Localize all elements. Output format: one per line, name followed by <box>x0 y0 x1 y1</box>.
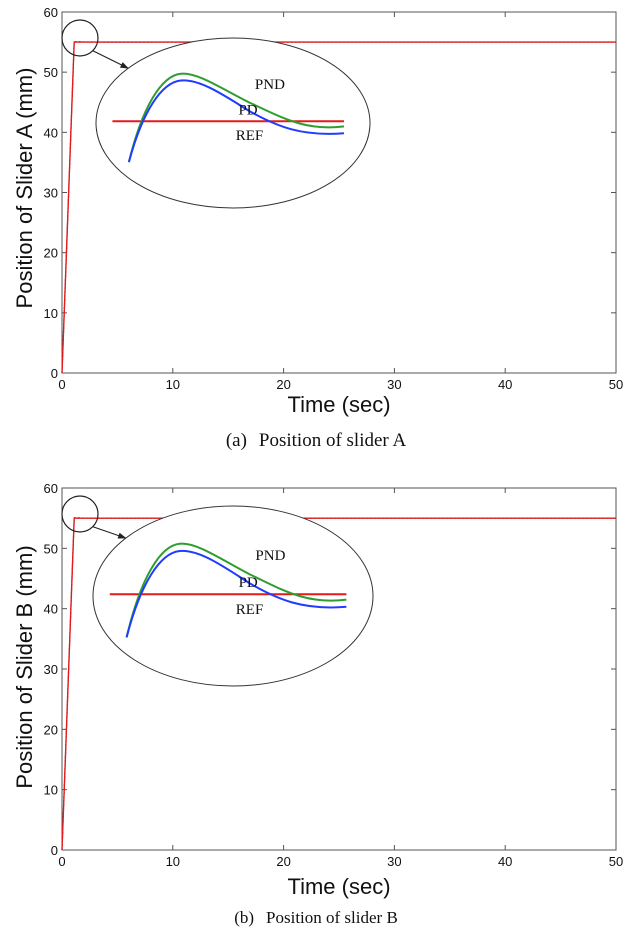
chart-b-caption-text: Position of slider B <box>266 908 398 927</box>
chart-b-svg: 0 10 20 30 40 50 0 10 20 30 40 50 60 PND PD REF Positio… <box>12 481 624 899</box>
chart-b-plot: 0 10 20 30 40 50 0 10 20 30 40 50 60 PND PD REF <box>44 481 624 869</box>
chart-b-zoom-pnd-curve <box>125 542 347 638</box>
chart-b-caption: (b) Position of slider B <box>0 908 632 928</box>
chart-a-xtick-label: 40 <box>498 377 512 392</box>
chart-a-caption: (a) Position of slider A <box>0 430 632 452</box>
chart-b-ytick-label: 10 <box>44 783 58 798</box>
chart-b-ytick-label: 20 <box>44 722 58 737</box>
chart-a-ytick-label: 50 <box>44 65 58 80</box>
chart-b-caption-tag: (b) <box>234 908 255 927</box>
chart-a-zoom-label-pnd: PND <box>255 77 285 93</box>
chart-a-xtick-label: 50 <box>609 377 623 392</box>
chart-a-zoom-pnd-curve <box>127 72 345 163</box>
chart-b-ytick-label: 0 <box>51 843 58 858</box>
chart-b-xtick-label: 40 <box>498 854 512 869</box>
chart-b-xtick-label: 30 <box>387 854 401 869</box>
chart-b-ytick-label: 60 <box>44 481 58 496</box>
chart-a-series-ref-line <box>61 41 616 374</box>
chart-a-ylabel: Position of Slider A (mm) <box>12 68 37 309</box>
chart-b-ytick-label: 30 <box>44 662 58 677</box>
chart-b-xtick-label: 0 <box>58 854 65 869</box>
chart-a-xtick-label: 30 <box>387 377 401 392</box>
chart-b-xtick-label: 20 <box>276 854 290 869</box>
chart-b-xtick-label: 50 <box>609 854 623 869</box>
chart-a-zoom-ellipse <box>95 37 371 209</box>
chart-a-caption-tag: (a) <box>225 430 247 451</box>
chart-b-ytick-label: 50 <box>44 541 58 556</box>
chart-b-zoom-label-ref: REF <box>236 602 264 618</box>
chart-a-xtick-label: 20 <box>276 377 290 392</box>
chart-b-zoom-arrowhead <box>117 532 127 539</box>
chart-a-xlabel: Time (sec) <box>287 392 390 417</box>
chart-a-xtick-label: 0 <box>58 377 65 392</box>
chart-a-ytick-label: 60 <box>44 5 58 20</box>
chart-b-zoom-label-pd: PD <box>239 575 258 591</box>
chart-panel-a: 0 10 20 30 40 50 0 10 20 30 40 50 60 PND PD REF Positio… <box>0 0 632 467</box>
chart-a-zoom-label-ref: REF <box>236 128 264 144</box>
chart-a-zoom-label-pd: PD <box>238 103 257 119</box>
chart-a-plot: 0 10 20 30 40 50 0 10 20 30 40 50 60 PND PD REF <box>44 5 624 392</box>
chart-panel-b: 0 10 20 30 40 50 0 10 20 30 40 50 60 PND PD REF Positio… <box>0 476 632 943</box>
chart-a-caption-text: Position of slider A <box>258 430 407 451</box>
chart-b-zoom-ellipse <box>92 505 374 687</box>
chart-a-ytick-label: 30 <box>44 186 58 201</box>
chart-a-magnifier-circle <box>61 19 99 57</box>
chart-b-zoom-pd-curve <box>125 549 347 638</box>
chart-b-zoom-label-pnd: PND <box>255 548 285 564</box>
chart-a-ytick-label: 10 <box>44 306 58 321</box>
chart-b-xlabel: Time (sec) <box>287 874 390 899</box>
chart-a-xtick-label: 10 <box>166 377 180 392</box>
chart-b-ytick-label: 40 <box>44 602 58 617</box>
chart-a-zoom-pd-curve <box>127 79 345 163</box>
chart-a-ytick-label: 0 <box>51 366 58 381</box>
chart-a-ytick-label: 40 <box>44 125 58 140</box>
chart-b-xtick-label: 10 <box>166 854 180 869</box>
chart-a-zoom-arrowhead <box>119 62 129 69</box>
chart-b-series-ref-line <box>61 517 616 851</box>
chart-b-ylabel: Position of Slider B (mm) <box>12 545 37 788</box>
chart-a-ytick-label: 20 <box>44 246 58 261</box>
chart-a-svg: 0 10 20 30 40 50 0 10 20 30 40 50 60 PND PD REF Positio… <box>12 5 624 417</box>
chart-b-magnifier-circle <box>61 495 99 533</box>
